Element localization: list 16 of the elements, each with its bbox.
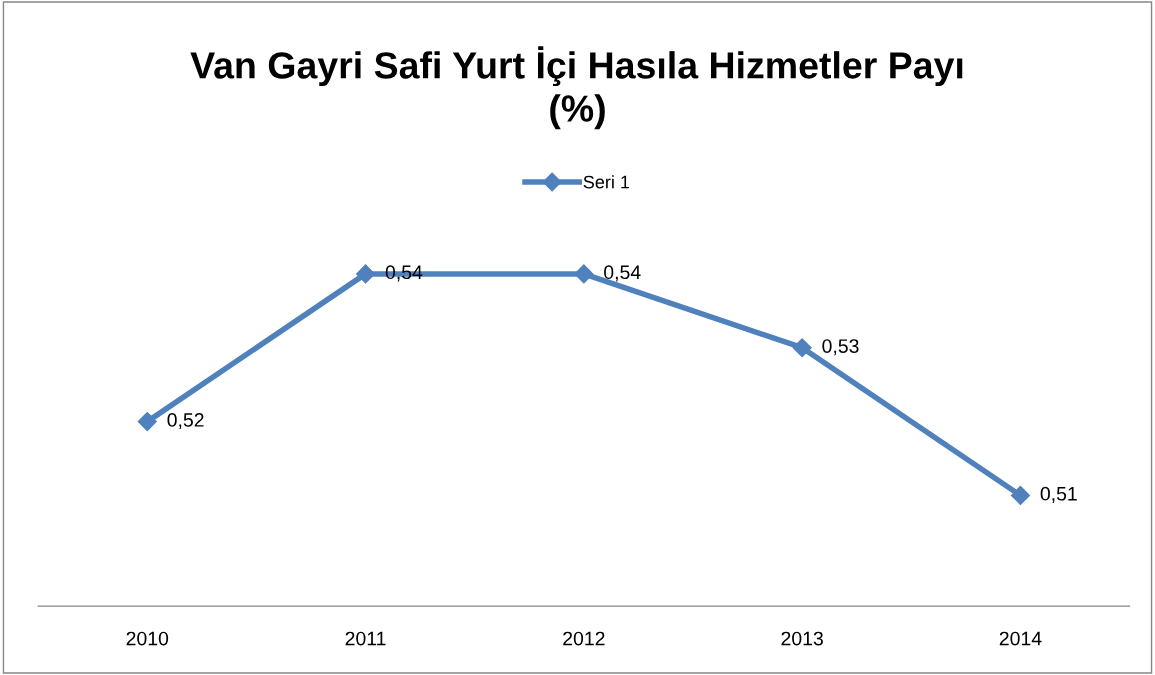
data-label: 0,51: [1040, 486, 1077, 503]
x-tick-label: 2013: [781, 631, 823, 646]
point: [574, 264, 594, 284]
x-tick-label: 2014: [999, 631, 1042, 646]
x-tick-label: 2010: [126, 631, 169, 646]
point: [137, 412, 157, 432]
data-label: 0,54: [604, 265, 641, 282]
data-label: 0,52: [167, 413, 204, 430]
legend-label: Seri 1: [583, 175, 630, 189]
x-tick-label: 2012: [563, 631, 605, 646]
point: [792, 338, 812, 358]
data-label: 0,53: [822, 339, 859, 356]
point: [1010, 485, 1030, 505]
point: [356, 264, 376, 284]
chart-title: Van Gayri Safi Yurt İçi Hasıla Hizmetler Payı (%): [190, 46, 963, 130]
x-tick-label: 2011: [345, 631, 386, 646]
